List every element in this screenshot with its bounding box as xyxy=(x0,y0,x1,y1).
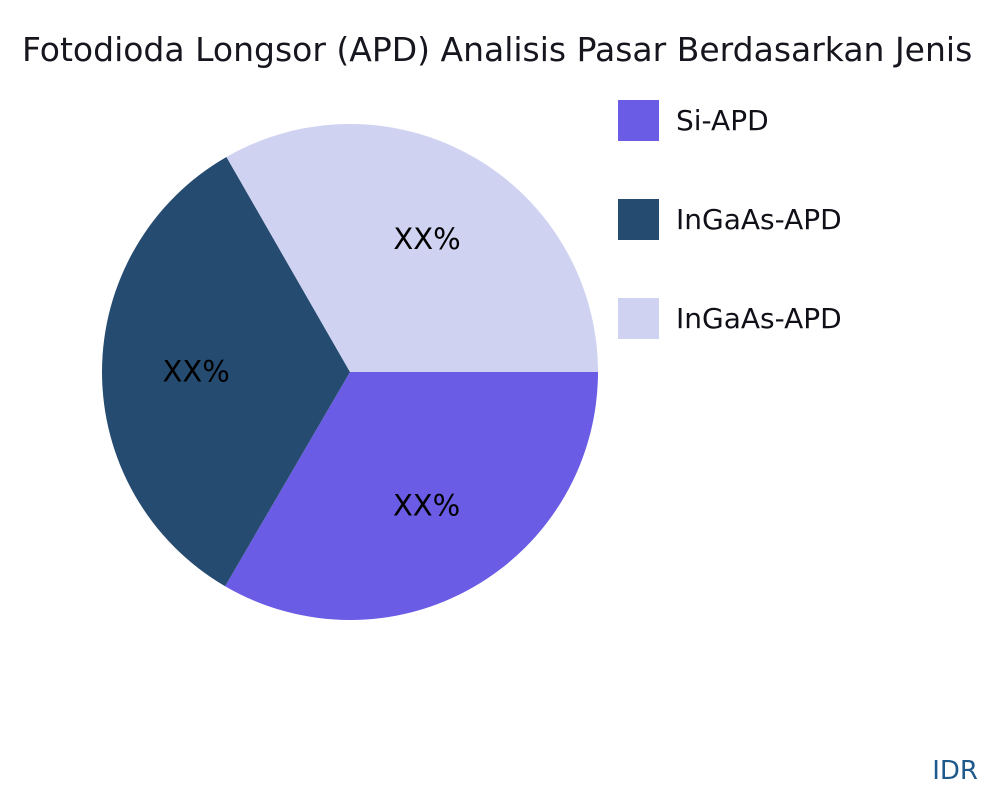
legend-label: Si-APD xyxy=(676,104,769,137)
pie-chart: XX% XX% XX% xyxy=(102,124,598,620)
legend-item: InGaAs-APD xyxy=(618,298,842,339)
slice-label: XX% xyxy=(163,355,230,389)
pie-slice xyxy=(226,124,598,372)
slice-label: XX% xyxy=(393,222,460,256)
pie-slice xyxy=(102,156,350,587)
legend-label: InGaAs-APD xyxy=(676,302,842,335)
legend-swatch xyxy=(618,199,659,240)
legend-swatch xyxy=(618,298,659,339)
legend-label: InGaAs-APD xyxy=(676,203,842,236)
chart-title: Fotodioda Longsor (APD) Analisis Pasar B… xyxy=(22,30,973,69)
legend-item: InGaAs-APD xyxy=(618,199,842,240)
slice-label: XX% xyxy=(393,488,460,522)
legend-swatch xyxy=(618,100,659,141)
pie-slice xyxy=(225,372,598,620)
currency-label: IDR xyxy=(932,756,978,786)
legend: Si-APD InGaAs-APD InGaAs-APD xyxy=(618,100,842,397)
legend-item: Si-APD xyxy=(618,100,842,141)
